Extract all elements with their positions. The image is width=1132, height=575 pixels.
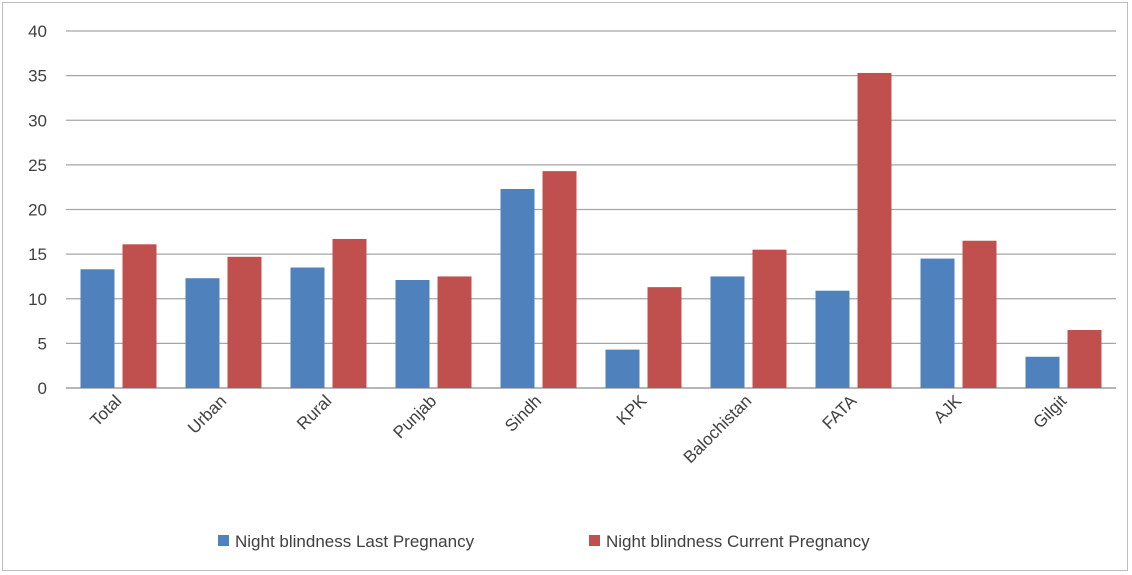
bar-last-pregnancy-ajk <box>920 258 955 388</box>
legend-swatch-current-pregnancy <box>589 535 600 546</box>
bar-last-pregnancy-fata <box>815 290 850 388</box>
x-tick-label: Gilgit <box>1030 391 1071 432</box>
x-tick-label: Punjab <box>389 391 440 442</box>
x-tick-label: KPK <box>613 391 651 429</box>
y-axis-ticks: 0 5 10 15 20 25 30 35 40 <box>28 22 47 398</box>
gridlines <box>66 30 1116 389</box>
bar-current-pregnancy-ajk <box>962 240 997 388</box>
x-tick-label: Urban <box>184 391 230 437</box>
x-tick-label: Balochistan <box>680 391 756 467</box>
x-tick-label: Total <box>86 391 125 430</box>
bar-current-pregnancy-total <box>122 244 157 388</box>
legend-label-last-pregnancy: Night blindness Last Pregnancy <box>235 532 475 551</box>
bar-last-pregnancy-total <box>80 269 115 388</box>
x-tick-label: Sindh <box>501 391 545 435</box>
bar-last-pregnancy-balochistan <box>710 276 745 388</box>
bar-current-pregnancy-kpk <box>647 287 682 388</box>
y-tick-label: 40 <box>28 22 47 41</box>
bar-current-pregnancy-urban <box>227 256 262 388</box>
bar-current-pregnancy-balochistan <box>752 249 787 388</box>
bar-current-pregnancy-fata <box>857 72 892 388</box>
bar-last-pregnancy-rural <box>290 267 325 388</box>
x-axis-ticks: Total Urban Rural Punjab Sindh KPK Balochistan… <box>86 391 1070 467</box>
bar-last-pregnancy-gilgit <box>1025 356 1060 388</box>
bar-last-pregnancy-kpk <box>605 349 640 388</box>
bars <box>80 72 1102 388</box>
legend-swatch-last-pregnancy <box>218 535 229 546</box>
y-tick-label: 10 <box>28 290 47 309</box>
x-tick-label: FATA <box>819 391 861 433</box>
x-tick-label: AJK <box>930 391 966 427</box>
y-tick-label: 35 <box>28 67 47 86</box>
bar-current-pregnancy-gilgit <box>1067 329 1102 388</box>
legend: Night blindness Last Pregnancy Night bli… <box>218 532 870 551</box>
y-tick-label: 0 <box>38 379 47 398</box>
y-tick-label: 5 <box>38 334 47 353</box>
bar-current-pregnancy-rural <box>332 238 367 388</box>
y-tick-label: 15 <box>28 245 47 264</box>
bar-current-pregnancy-sindh <box>542 171 577 388</box>
bar-current-pregnancy-punjab <box>437 276 472 388</box>
y-tick-label: 30 <box>28 111 47 130</box>
bar-last-pregnancy-urban <box>185 278 220 388</box>
y-tick-label: 20 <box>28 201 47 220</box>
bar-last-pregnancy-punjab <box>395 280 430 388</box>
x-tick-label: Rural <box>293 391 335 433</box>
bar-last-pregnancy-sindh <box>500 188 535 388</box>
y-tick-label: 25 <box>28 156 47 175</box>
legend-label-current-pregnancy: Night blindness Current Pregnancy <box>606 532 870 551</box>
